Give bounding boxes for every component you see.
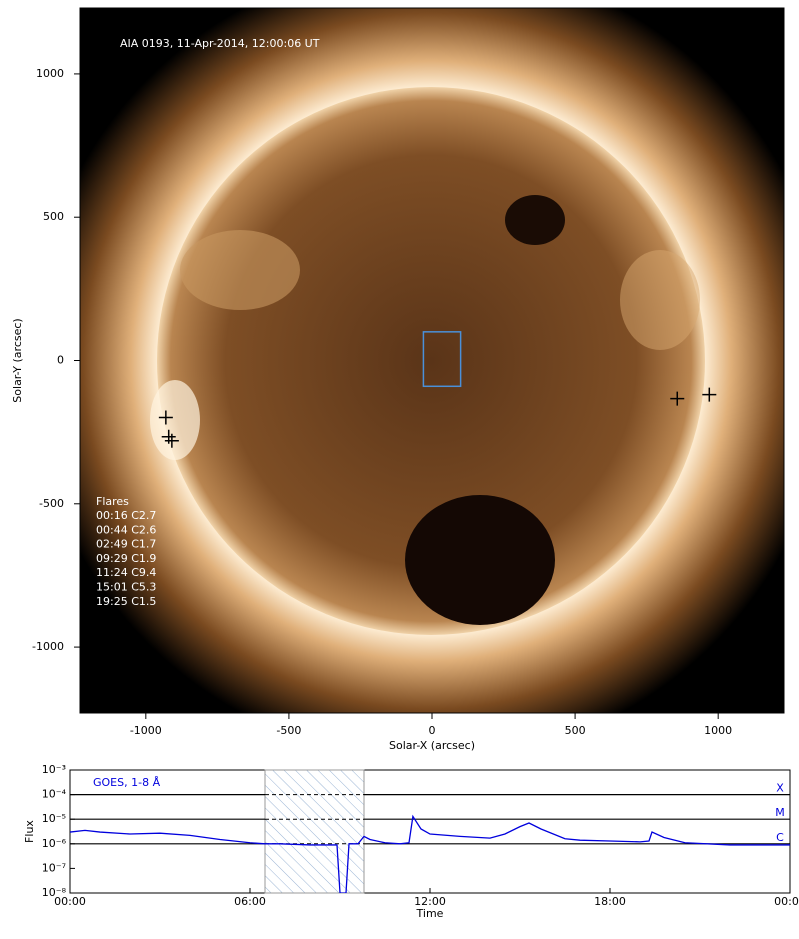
bottom-frame — [69, 769, 791, 894]
x-tick-label: 0 — [429, 724, 436, 737]
y-tick-label: 0 — [57, 354, 64, 367]
x-tick-label: 500 — [565, 724, 586, 737]
y-tick-label: 10⁻³ — [42, 763, 66, 776]
level-label: X — [776, 782, 784, 795]
y-tick-label: -500 — [39, 497, 64, 510]
legend-title: Flares — [96, 495, 129, 508]
flux-line — [70, 814, 790, 893]
flare-entry: 00:16 C2.7 — [96, 509, 156, 522]
x-tick-label: -1000 — [130, 724, 162, 737]
x-tick-label: 00:00 — [774, 895, 799, 908]
x-tick-label: 18:00 — [594, 895, 626, 908]
annotation: AIA 0193, 11-Apr-2014, 12:00:06 UT — [120, 37, 320, 50]
level-label: M — [775, 806, 785, 819]
y-tick-label: 10⁻⁴ — [42, 788, 67, 801]
y-axis-label: Flux — [23, 820, 36, 843]
x-tick-label: 12:00 — [414, 895, 446, 908]
x-tick-label: 00:00 — [54, 895, 86, 908]
flare-marker — [158, 410, 173, 425]
flare-entry: 11:24 C9.4 — [96, 566, 156, 579]
flare-entry: 02:49 C1.7 — [96, 538, 156, 551]
x-axis-label: Time — [416, 907, 444, 920]
x-tick-label: 06:00 — [234, 895, 266, 908]
y-tick-label: -1000 — [32, 640, 64, 653]
flare-marker — [702, 387, 717, 402]
coronal-hole — [505, 195, 565, 245]
flare-entry: 15:01 C5.3 — [96, 581, 156, 594]
active-region — [180, 230, 300, 310]
active-region — [620, 250, 700, 350]
solar-image — [80, 8, 784, 713]
flare-marker — [164, 433, 179, 448]
flare-entry: 00:44 C2.6 — [96, 523, 156, 536]
y-tick-label: 10⁻⁵ — [42, 812, 66, 825]
level-label: C — [776, 831, 784, 844]
y-tick-label: 500 — [43, 210, 64, 223]
y-tick-label: 10⁻⁷ — [42, 861, 66, 874]
active-region — [150, 380, 200, 460]
flare-entry: 09:29 C1.9 — [96, 552, 156, 565]
flare-marker — [670, 391, 685, 406]
y-tick-label: 1000 — [36, 67, 64, 80]
y-axis-label: Solar-Y (arcsec) — [11, 318, 24, 402]
solar-disk — [157, 87, 705, 635]
shaded-interval — [264, 769, 365, 894]
coronal-hole — [405, 495, 555, 625]
y-tick-label: 10⁻⁶ — [42, 837, 67, 850]
x-tick-label: -500 — [276, 724, 301, 737]
legend-entry: GOES, 1-8 Å — [93, 776, 161, 789]
region-box — [422, 331, 462, 388]
flare-entry: 19:25 C1.5 — [96, 595, 156, 608]
x-tick-label: 1000 — [704, 724, 732, 737]
x-axis-label: Solar-X (arcsec) — [389, 739, 475, 752]
y-tick-label: 10⁻⁸ — [42, 886, 67, 899]
